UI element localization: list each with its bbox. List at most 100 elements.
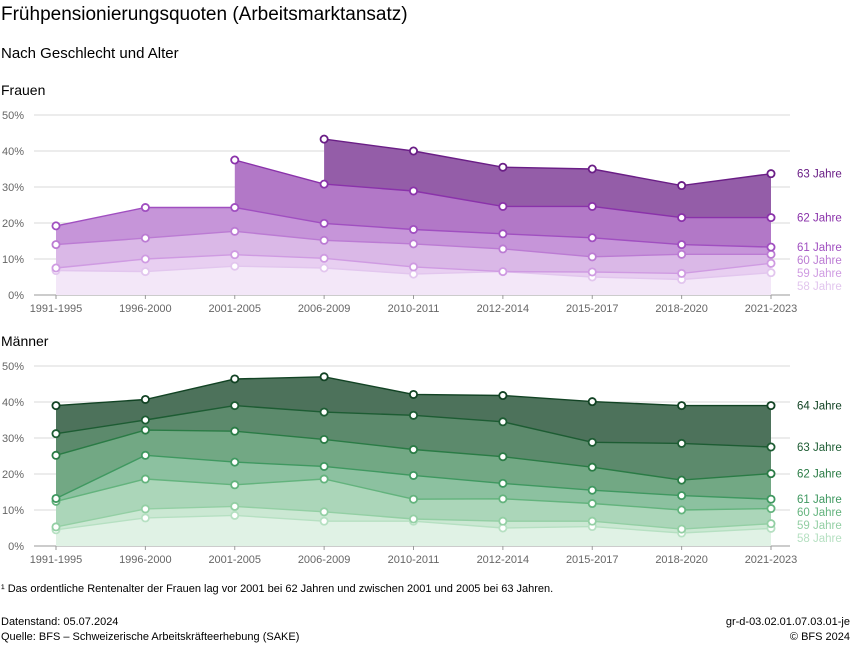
panel-maenner: 0% 10% 20% 30% 40% 50% 1991-1995 1996-2000 2001-… [2, 361, 842, 566]
series-end-label-maenner: 60 Jahre [797, 507, 842, 519]
data-point-maenner [319, 407, 329, 417]
data-point-maenner [766, 442, 776, 452]
data-point-maenner [140, 513, 150, 523]
data-point-frauen [677, 249, 687, 259]
x-tick-label-frauen: 1996-2000 [119, 303, 172, 315]
series-end-label-maenner: 63 Jahre [797, 442, 842, 454]
data-point-frauen [230, 250, 240, 260]
y-tick-label-frauen: 40% [2, 146, 24, 158]
area-band-maenner [56, 455, 771, 510]
data-point-maenner [766, 401, 776, 411]
data-point-frauen [766, 258, 776, 268]
data-point-frauen [140, 267, 150, 277]
data-point-maenner [587, 462, 597, 472]
data-point-maenner [677, 524, 687, 534]
data-point-frauen [51, 263, 61, 273]
data-point-maenner [140, 450, 150, 460]
y-tick-label-maenner: 50% [2, 361, 24, 373]
data-point-maenner [766, 494, 776, 504]
data-source: Quelle: BFS – Schweizerische Arbeitskräf… [1, 631, 300, 643]
data-point-maenner [230, 401, 240, 411]
data-point-frauen [408, 269, 418, 279]
data-point-maenner [587, 437, 597, 447]
data-point-frauen [140, 254, 150, 264]
data-point-maenner [319, 372, 329, 382]
data-point-maenner [51, 493, 61, 503]
data-point-frauen [408, 186, 418, 196]
data-point-maenner [230, 426, 240, 436]
data-point-maenner [587, 397, 597, 407]
data-point-frauen [498, 229, 508, 239]
area-band-frauen [234, 160, 772, 248]
panel-frauen: 0% 10% 20% 30% 40% 50% 1991-1995 1996-2000 2001-… [2, 110, 842, 315]
x-tick-label-frauen: 2021-2023 [745, 303, 798, 315]
y-tick-label-frauen: 30% [2, 182, 24, 194]
data-point-maenner [766, 504, 776, 514]
series-end-label-maenner: 64 Jahre [797, 401, 842, 413]
data-point-maenner [498, 478, 508, 488]
data-point-maenner [51, 429, 61, 439]
series-end-label-frauen: 59 Jahre [797, 268, 842, 280]
y-tick-label-frauen: 50% [2, 110, 24, 122]
data-point-frauen [587, 164, 597, 174]
x-tick-label-frauen: 2015-2017 [566, 303, 619, 315]
data-point-maenner [51, 522, 61, 532]
series-end-label-maenner: 61 Jahre [797, 494, 842, 506]
data-point-maenner [677, 438, 687, 448]
data-point-maenner [766, 519, 776, 529]
x-tick-label-maenner: 2015-2017 [566, 554, 619, 566]
data-point-maenner [587, 485, 597, 495]
data-point-maenner [498, 494, 508, 504]
data-point-frauen [230, 203, 240, 213]
data-point-frauen [230, 226, 240, 236]
data-point-frauen [766, 268, 776, 278]
data-point-maenner [230, 457, 240, 467]
data-point-frauen [319, 179, 329, 189]
x-tick-label-maenner: 1996-2000 [119, 554, 172, 566]
data-point-maenner [587, 516, 597, 526]
data-point-frauen [766, 169, 776, 179]
x-tick-label-maenner: 2012-2014 [477, 554, 530, 566]
data-point-frauen [408, 262, 418, 272]
area-band-maenner [56, 479, 771, 530]
series-end-label-maenner: 59 Jahre [797, 520, 842, 532]
data-point-maenner [51, 450, 61, 460]
x-tick-label-maenner: 2001-2005 [208, 554, 261, 566]
data-point-frauen [587, 252, 597, 262]
x-tick-label-maenner: 2010-2011 [388, 554, 440, 566]
x-tick-label-frauen: 2010-2011 [388, 303, 440, 315]
data-point-frauen [230, 261, 240, 271]
x-tick-label-maenner: 2018-2020 [655, 554, 708, 566]
data-point-frauen [319, 134, 329, 144]
data-point-frauen [587, 201, 597, 211]
data-point-frauen [498, 201, 508, 211]
data-point-maenner [230, 510, 240, 520]
data-point-frauen [587, 267, 597, 277]
series-line-frauen [324, 138, 772, 187]
data-point-frauen [408, 146, 418, 156]
y-tick-label-maenner: 20% [2, 469, 24, 481]
data-point-maenner [498, 452, 508, 462]
y-tick-label-maenner: 30% [2, 433, 24, 445]
data-point-frauen [677, 240, 687, 250]
data-point-frauen [766, 249, 776, 259]
y-tick-label-maenner: 40% [2, 397, 24, 409]
data-point-maenner [51, 401, 61, 411]
data-point-maenner [677, 505, 687, 515]
data-point-frauen [677, 268, 687, 278]
data-point-frauen [498, 244, 508, 254]
panel-label-maenner: Männer [1, 333, 49, 349]
area-band-maenner [56, 405, 771, 481]
series-end-label-frauen: 60 Jahre [797, 255, 842, 267]
data-point-frauen [677, 213, 687, 223]
data-point-maenner [408, 410, 418, 420]
data-point-maenner [140, 474, 150, 484]
data-point-frauen [498, 162, 508, 172]
data-point-frauen [319, 218, 329, 228]
series-end-label-frauen: 58 Jahre [797, 281, 842, 293]
y-tick-label-frauen: 10% [2, 254, 24, 266]
x-tick-label-frauen: 1991-1995 [30, 303, 83, 315]
data-point-frauen [766, 242, 776, 252]
data-point-frauen [319, 253, 329, 263]
